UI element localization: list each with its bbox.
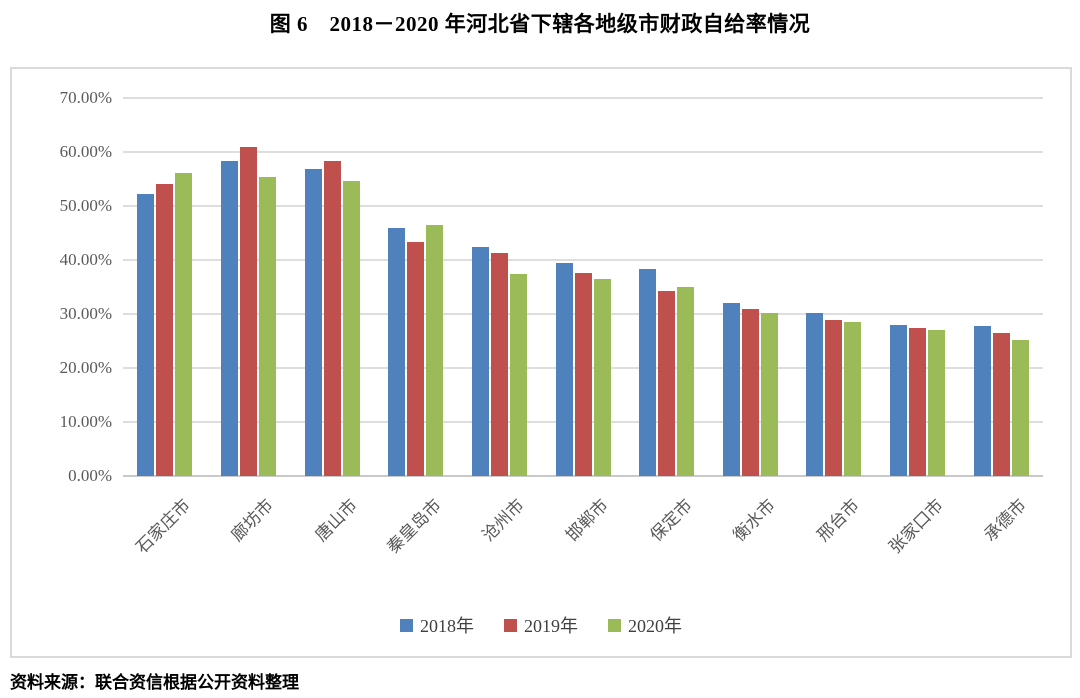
- chart-frame: 0.00% 10.00% 20.00% 30.00% 40.00% 50.00% 60.00…: [10, 67, 1072, 658]
- y-tick-label: 30.00%: [59, 304, 112, 323]
- bar: [574, 272, 592, 476]
- x-tick-label: 秦皇岛市: [383, 495, 445, 558]
- bar: [825, 319, 843, 476]
- bar: [928, 330, 946, 476]
- y-gridline: [123, 151, 1043, 153]
- x-tick-label: 承德市: [980, 495, 1031, 546]
- bar: [639, 269, 657, 476]
- y-tick-label: 70.00%: [59, 88, 112, 107]
- bar: [239, 147, 257, 476]
- bar: [890, 325, 908, 476]
- x-tick-label: 保定市: [646, 495, 696, 546]
- legend-label: 2018年: [420, 616, 474, 636]
- bar: [909, 328, 927, 476]
- bar: [555, 263, 573, 476]
- bar: [722, 302, 740, 476]
- y-gridline: [123, 205, 1043, 207]
- bar: [388, 228, 406, 476]
- x-tick-label: 石家庄市: [132, 495, 194, 558]
- x-tick-label: 廊坊市: [227, 495, 278, 546]
- bar: [220, 160, 238, 476]
- bar: [426, 224, 444, 476]
- legend-item: 2019年: [504, 612, 578, 638]
- bar: [593, 279, 611, 476]
- plot-area: 0.00% 10.00% 20.00% 30.00% 40.00% 50.00% 60.00…: [12, 69, 1070, 656]
- legend-label: 2020年: [628, 616, 682, 636]
- y-tick-label: 40.00%: [59, 250, 112, 269]
- bar: [973, 325, 991, 476]
- y-tick-label: 0.00%: [68, 466, 112, 485]
- bar: [509, 274, 527, 476]
- x-tick-label: 邢台市: [813, 495, 863, 546]
- source-note: 资料来源：联合资信根据公开资料整理: [10, 673, 299, 692]
- bar: [677, 287, 695, 476]
- legend-item: 2018年: [400, 612, 474, 638]
- y-tick-label: 60.00%: [59, 142, 112, 161]
- x-tick-label: 沧州市: [478, 495, 529, 546]
- bar: [760, 313, 778, 476]
- bar: [490, 252, 508, 476]
- figure-title: 图 6 2018－2020 年河北省下辖各地级市财政自给率情况: [269, 12, 811, 36]
- bar: [407, 242, 425, 476]
- bar: [741, 309, 759, 476]
- y-gridline: [123, 97, 1043, 99]
- bar: [137, 194, 155, 476]
- bar: [304, 168, 322, 476]
- bar: [1011, 339, 1029, 476]
- legend-item: 2020年: [608, 612, 682, 638]
- bar: [658, 291, 676, 476]
- bar: [806, 312, 824, 476]
- legend-swatch-icon: [504, 618, 517, 632]
- bar: [323, 160, 341, 476]
- legend-swatch-icon: [608, 618, 621, 632]
- bar: [156, 184, 174, 476]
- bar: [175, 172, 193, 476]
- legend-swatch-icon: [400, 618, 413, 632]
- y-tick-label: 50.00%: [59, 196, 112, 215]
- chart-legend: 2018年 2019年 2020年: [12, 612, 1070, 638]
- bar: [471, 247, 489, 476]
- bar: [342, 180, 360, 476]
- x-tick-label: 邯郸市: [562, 495, 612, 546]
- bar: [258, 177, 276, 476]
- legend-label: 2019年: [524, 616, 578, 636]
- x-tick-label: 张家口市: [884, 495, 947, 558]
- x-tick-label: 衡水市: [729, 495, 780, 546]
- y-gridline: [123, 475, 1043, 477]
- bar: [992, 332, 1010, 476]
- y-tick-label: 20.00%: [59, 358, 112, 377]
- x-tick-label: 唐山市: [311, 495, 362, 546]
- y-gridline: [123, 259, 1043, 261]
- y-tick-label: 10.00%: [59, 412, 112, 431]
- bar: [844, 321, 862, 476]
